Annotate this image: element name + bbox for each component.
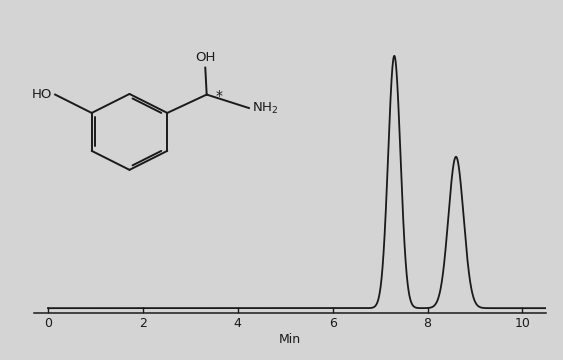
Text: OH: OH <box>195 51 216 64</box>
Text: *: * <box>215 89 222 103</box>
Text: HO: HO <box>32 88 52 101</box>
Text: NH$_2$: NH$_2$ <box>252 100 279 116</box>
X-axis label: Min: Min <box>279 333 301 346</box>
